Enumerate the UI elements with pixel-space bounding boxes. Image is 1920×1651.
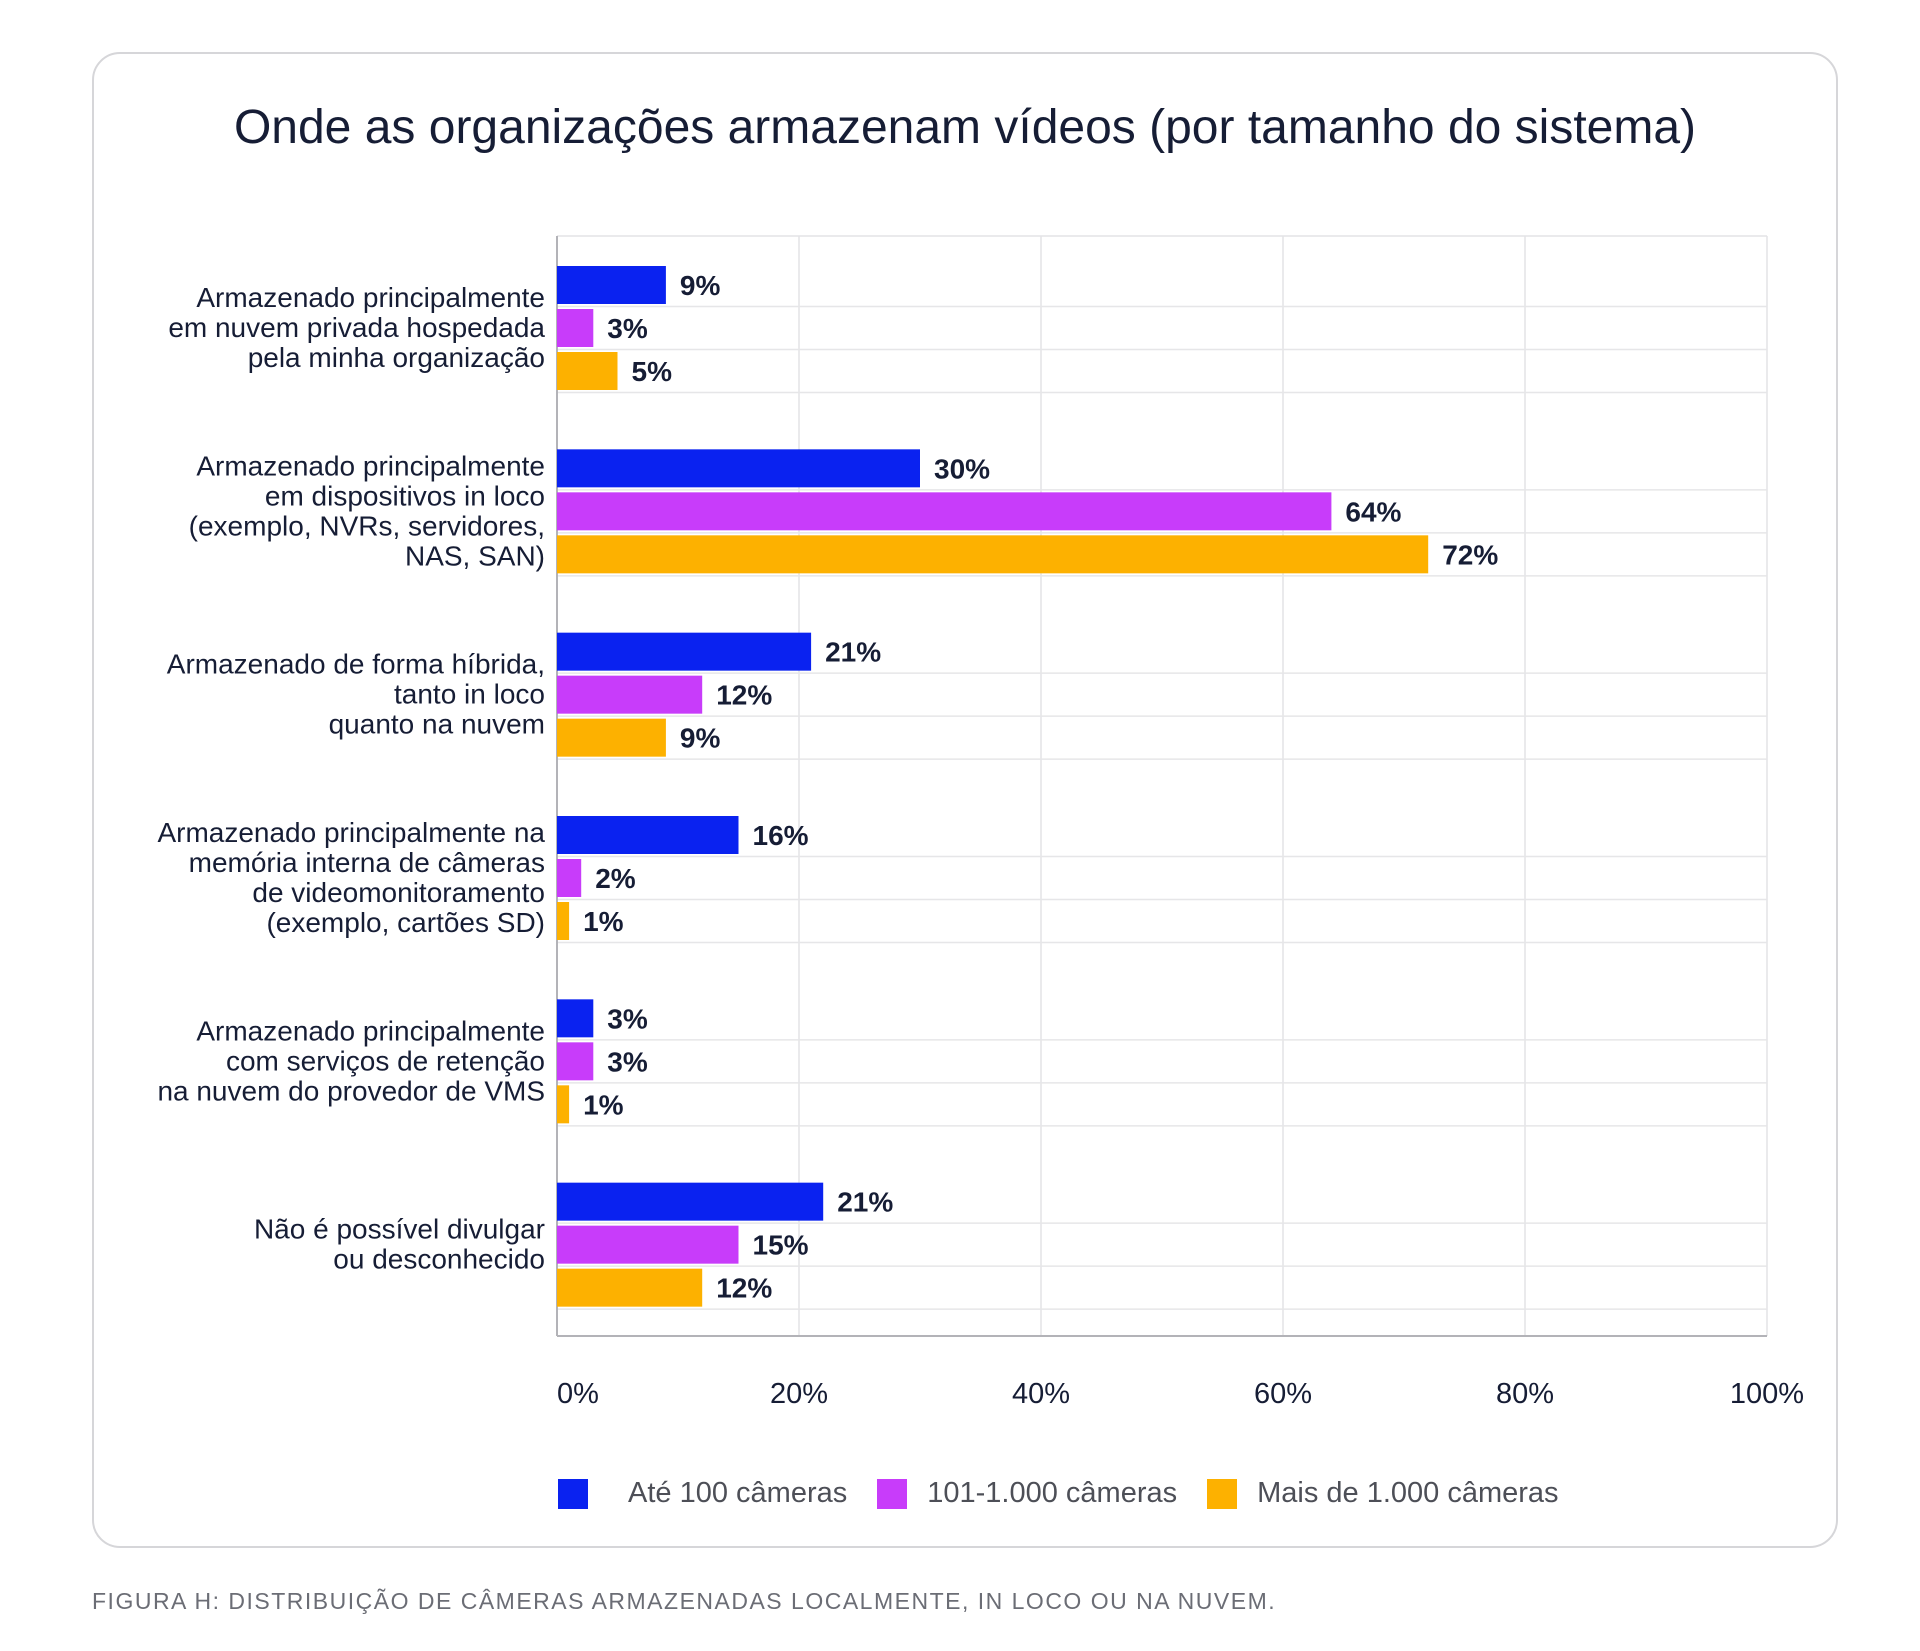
category-label: Armazenado principalmente em nuvem privad… (168, 282, 545, 373)
bar (557, 1225, 739, 1264)
category-label-line: Armazenado principalmente (196, 450, 545, 481)
category-label: Armazenado principalmente com serviços de… (157, 1015, 545, 1106)
legend-swatch-series-3 (1207, 1478, 1238, 1509)
bar (557, 632, 812, 671)
bar (557, 535, 1429, 574)
category-label-line: Armazenado principalmente (196, 1015, 545, 1046)
category-label-line: em dispositivos in loco (265, 480, 545, 511)
data-label: 21% (837, 1187, 893, 1218)
category-label-line: (exemplo, NVRs, servidores, (189, 510, 545, 541)
data-label: 16% (753, 820, 809, 851)
data-label: 1% (583, 1089, 624, 1120)
data-label: 1% (583, 906, 624, 937)
legend: Até 100 câmeras 101-1.000 câmeras Mais d… (558, 1477, 1589, 1510)
category-label: Não é possível divulgar ou desconhecido (254, 1214, 545, 1275)
bar (557, 999, 594, 1038)
bar (557, 718, 666, 757)
category-label-line: Armazenado principalmente na (157, 817, 545, 848)
category-label-line: NAS, SAN) (405, 540, 545, 571)
category-label-line: memória interna de câmeras (189, 847, 545, 878)
data-label: 9% (680, 723, 721, 754)
x-tick-label: 60% (1254, 1378, 1312, 1410)
category-label-line: na nuvem do provedor de VMS (157, 1075, 545, 1106)
x-tick-label: 20% (770, 1378, 828, 1410)
data-label: 2% (595, 863, 636, 894)
legend-item-series-2: 101-1.000 câmeras (877, 1477, 1177, 1510)
bar (557, 675, 703, 714)
bar (557, 1042, 594, 1081)
figure-caption: FIGURA H: DISTRIBUIÇÃO DE CÂMERAS ARMAZE… (92, 1588, 1277, 1614)
bar (557, 902, 570, 940)
data-label: 15% (753, 1230, 809, 1261)
bar (557, 859, 582, 897)
category-label-line: em nuvem privada hospedada (168, 312, 545, 343)
legend-item-series-1: Até 100 câmeras (558, 1477, 847, 1510)
category-label-line: tanto in loco (394, 679, 545, 710)
legend-swatch-series-1 (558, 1478, 588, 1509)
legend-swatch-series-2 (877, 1478, 908, 1509)
bar (557, 492, 1332, 531)
x-tick-label: 100% (1730, 1378, 1804, 1410)
x-tick-label: 0% (557, 1378, 599, 1410)
category-label-line: com serviços de retenção (226, 1045, 545, 1076)
category-label-line: pela minha organização (248, 342, 545, 373)
legend-label-series-3: Mais de 1.000 câmeras (1257, 1477, 1559, 1509)
category-label-line: de videomonitoramento (252, 877, 545, 908)
data-label: 21% (825, 637, 881, 668)
data-label: 72% (1442, 539, 1498, 570)
bar (557, 816, 739, 854)
x-tick-label: 40% (1012, 1378, 1070, 1410)
category-label: Armazenado principalmente na memória inte… (157, 817, 545, 938)
bar (557, 352, 618, 390)
chart-title: Onde as organizações armazenam vídeos (p… (233, 101, 1697, 154)
data-label: 64% (1345, 496, 1401, 527)
data-label: 5% (632, 356, 673, 387)
data-label: 12% (716, 680, 772, 711)
category-label: Armazenado principalmente em dispositivos… (189, 450, 545, 571)
category-label-line: ou desconhecido (333, 1244, 545, 1275)
data-label: 12% (716, 1273, 772, 1304)
legend-label-series-1: Até 100 câmeras (628, 1477, 848, 1509)
category-label-line: (exemplo, cartões SD) (266, 907, 545, 938)
bar (557, 1182, 824, 1221)
bar (557, 1268, 703, 1307)
category-label-line: Não é possível divulgar (254, 1214, 545, 1245)
bar (557, 309, 594, 347)
legend-item-series-3: Mais de 1.000 câmeras (1207, 1477, 1559, 1510)
data-label: 30% (934, 453, 990, 484)
data-label: 3% (607, 313, 648, 344)
category-label-line: quanto na nuvem (329, 709, 545, 740)
bar-chart: 9%3%5%Armazenado principalmente em nuvem … (157, 235, 1804, 1410)
bar (557, 449, 920, 488)
legend-label-series-2: 101-1.000 câmeras (927, 1477, 1178, 1509)
data-label: 9% (680, 270, 721, 301)
bar (557, 1085, 570, 1124)
chart-card (92, 52, 1838, 1548)
bar (557, 266, 666, 304)
data-label: 3% (607, 1003, 648, 1034)
category-label-line: Armazenado principalmente (196, 282, 545, 313)
x-tick-label: 80% (1496, 1378, 1554, 1410)
data-label: 3% (607, 1046, 648, 1077)
category-label-line: Armazenado de forma híbrida, (167, 649, 545, 680)
category-label: Armazenado de forma híbrida, tanto in loc… (167, 649, 545, 740)
